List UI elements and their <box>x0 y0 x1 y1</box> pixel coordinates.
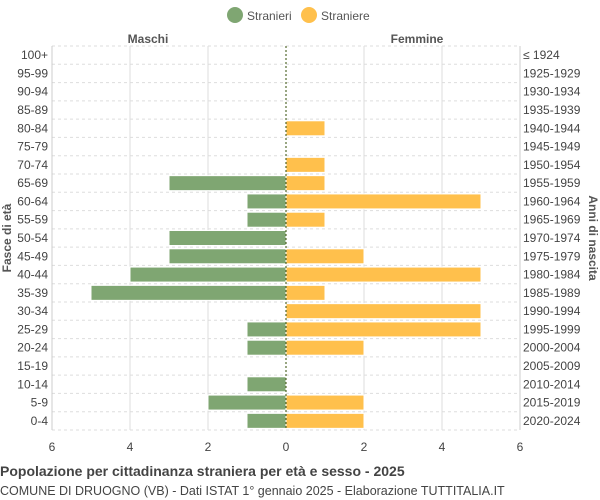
x-tick-label: 2 <box>361 440 368 454</box>
legend-marker-stranieri <box>227 7 243 23</box>
x-tick-label: 4 <box>127 440 134 454</box>
bar-female <box>285 394 365 411</box>
birth-year-label: 2000-2004 <box>523 341 581 355</box>
age-label: 80-84 <box>17 121 48 135</box>
birth-year-label: 1930-1934 <box>523 85 581 99</box>
x-tick-label: 2 <box>205 440 212 454</box>
x-tick-label: 6 <box>49 440 56 454</box>
birth-year-label: 1935-1939 <box>523 103 581 117</box>
age-label: 40-44 <box>17 268 48 282</box>
birth-year-label: ≤ 1924 <box>523 48 560 62</box>
age-label: 10-14 <box>17 377 48 391</box>
bar-female <box>285 193 482 210</box>
bar-female <box>285 321 482 338</box>
bar-male <box>246 339 287 356</box>
age-label: 60-64 <box>17 194 48 208</box>
birth-year-label: 1945-1949 <box>523 140 581 154</box>
x-tick-label: 0 <box>283 440 290 454</box>
birth-year-label: 1970-1974 <box>523 231 581 245</box>
bar-male <box>168 230 287 246</box>
age-label: 85-89 <box>17 103 48 117</box>
age-label: 0-4 <box>31 414 49 428</box>
bar-male <box>246 321 287 338</box>
right-header: Femmine <box>391 32 444 46</box>
birth-year-label: 2010-2014 <box>523 377 581 391</box>
y-axis-label-right: Anni di nascita <box>586 195 600 281</box>
birth-year-label: 1965-1969 <box>523 213 581 227</box>
legend-label-stranieri: Stranieri <box>247 9 292 23</box>
bar-male <box>207 394 287 411</box>
birth-year-label: 1990-1994 <box>523 304 581 318</box>
age-label: 20-24 <box>17 341 48 355</box>
bar-female <box>285 248 365 265</box>
age-label: 50-54 <box>17 231 48 245</box>
bar-male <box>168 175 287 192</box>
age-label: 45-49 <box>17 249 48 263</box>
age-label: 65-69 <box>17 176 48 190</box>
bar-male <box>129 266 287 283</box>
chart-title: Popolazione per cittadinanza straniera p… <box>0 463 405 479</box>
birth-year-label: 1980-1984 <box>523 268 581 282</box>
age-label: 95-99 <box>17 66 48 80</box>
birth-year-label: 2005-2009 <box>523 359 581 373</box>
bar-female <box>285 339 365 356</box>
birth-year-label: 2020-2024 <box>523 414 581 428</box>
age-label: 90-94 <box>17 85 48 99</box>
chart-subtitle: COMUNE DI DRUOGNO (VB) - Dati ISTAT 1° g… <box>0 484 505 498</box>
bar-female <box>285 284 326 301</box>
bar-female <box>285 303 482 320</box>
y-axis-label-left: Fasce di età <box>0 203 14 272</box>
bar-female <box>285 266 482 283</box>
age-label: 55-59 <box>17 213 48 227</box>
legend-label-straniere: Straniere <box>321 9 370 23</box>
bar-female <box>285 156 326 173</box>
left-header: Maschi <box>128 32 169 46</box>
age-label: 5-9 <box>31 396 49 410</box>
bar-female <box>285 120 326 137</box>
bar-male <box>246 211 287 228</box>
birth-year-label: 1950-1954 <box>523 158 581 172</box>
bar-male <box>246 412 287 429</box>
bar-female <box>285 175 326 192</box>
birth-year-label: 1985-1989 <box>523 286 581 300</box>
bar-female <box>285 211 326 228</box>
legend-marker-straniere <box>301 7 317 23</box>
age-label: 35-39 <box>17 286 48 300</box>
bar-male <box>246 193 287 210</box>
bar-female <box>285 412 365 429</box>
birth-year-label: 1925-1929 <box>523 66 581 80</box>
x-tick-label: 4 <box>439 440 446 454</box>
x-tick-label: 6 <box>517 440 524 454</box>
birth-year-label: 1975-1979 <box>523 249 581 263</box>
age-label: 30-34 <box>17 304 48 318</box>
birth-year-label: 1960-1964 <box>523 194 581 208</box>
age-label: 100+ <box>21 48 48 62</box>
birth-year-label: 1940-1944 <box>523 121 581 135</box>
age-label: 25-29 <box>17 322 48 336</box>
age-label: 75-79 <box>17 140 48 154</box>
bar-male <box>246 376 287 393</box>
birth-year-label: 2015-2019 <box>523 396 581 410</box>
birth-year-label: 1955-1959 <box>523 176 581 190</box>
age-label: 15-19 <box>17 359 48 373</box>
birth-year-label: 1995-1999 <box>523 322 581 336</box>
bar-male <box>168 248 287 265</box>
age-label: 70-74 <box>17 158 48 172</box>
bar-male <box>90 284 287 301</box>
